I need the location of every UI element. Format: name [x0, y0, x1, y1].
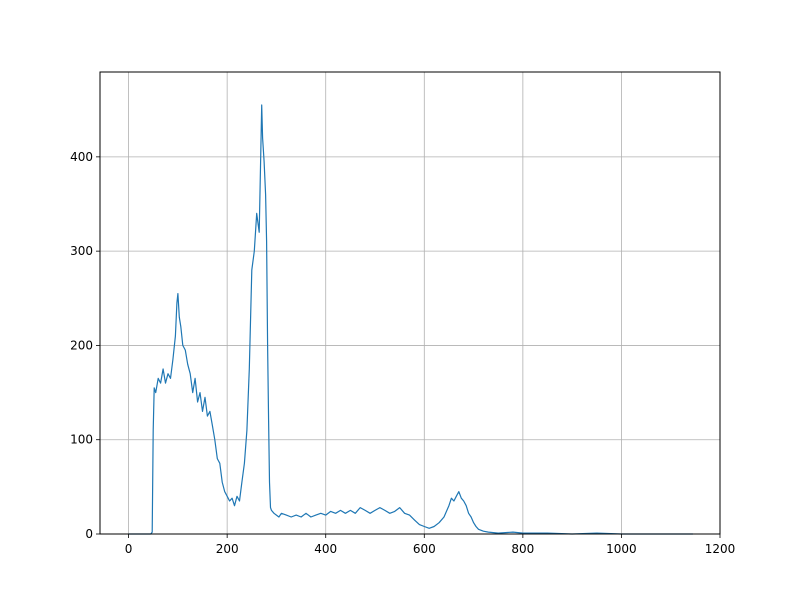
x-tick-label: 800: [511, 542, 534, 556]
grid-lines: [100, 72, 721, 535]
y-tick-label: 100: [70, 433, 93, 447]
x-tick-label: 1200: [705, 542, 736, 556]
series-line: [128, 104, 693, 535]
series-layer: [128, 104, 693, 535]
y-tick-label: 300: [70, 244, 93, 258]
x-tick-label: 0: [125, 542, 133, 556]
axis-ticks: 0 200 400 600 800 1000 1200 0 100 200 300 400: [70, 150, 735, 556]
y-tick-label: 200: [70, 338, 93, 352]
plot-area-frame: [99, 71, 721, 535]
y-tick-label: 400: [70, 150, 93, 164]
x-tick-label: 1000: [606, 542, 637, 556]
x-tick-label: 600: [413, 542, 436, 556]
x-tick-label: 200: [216, 542, 239, 556]
x-tick-label: 400: [314, 542, 337, 556]
y-tick-label: 0: [85, 527, 93, 541]
